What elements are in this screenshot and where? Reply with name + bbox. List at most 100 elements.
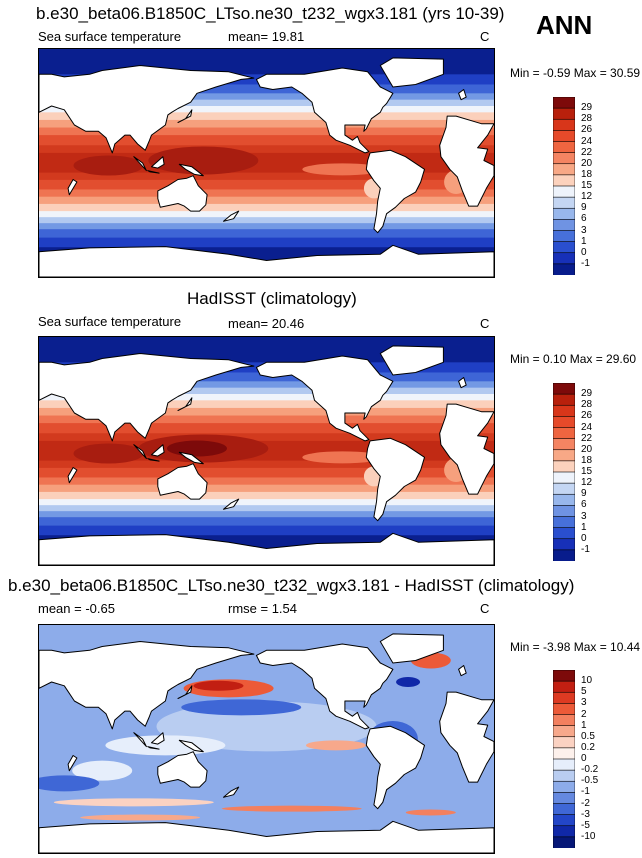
continent-outline: [39, 244, 494, 277]
colorbar-tick-label: 24: [581, 421, 593, 433]
colorbar-swatch: [553, 174, 575, 187]
panel-1-mean: mean= 19.81: [228, 29, 305, 44]
colorbar-tick-label: 28: [581, 113, 593, 125]
panel-1-title: b.e30_beta06.B1850C_LTso.ne30_t232_wgx3.…: [36, 4, 505, 23]
contour-band: [53, 798, 214, 807]
colorbar-tick-label: 29: [581, 102, 593, 114]
continent-outline: [39, 532, 494, 565]
continent-outline: [157, 175, 208, 212]
colorbar-swatch: [553, 471, 575, 484]
continent-outline: [178, 163, 204, 177]
colorbar-tick-label: 15: [581, 466, 593, 477]
continent-outline: [67, 755, 78, 772]
panel-2-mean: mean= 20.46: [228, 316, 305, 331]
colorbar-swatch: [553, 416, 575, 429]
colorbar-swatch: [553, 263, 575, 275]
colorbar-swatch: [553, 185, 575, 198]
panel-2-map: [38, 336, 495, 566]
colorbar-tick-label: 3: [581, 224, 587, 236]
colorbar-tick-label: 20: [581, 157, 593, 169]
colorbar-tick-label: 6: [581, 499, 587, 511]
colorbar-swatch: [553, 769, 575, 782]
continent-outline: [255, 643, 394, 730]
colorbar-swatch: [553, 538, 575, 551]
continent-outline: [379, 345, 444, 376]
contour-band: [396, 677, 421, 687]
contour-band: [193, 680, 244, 691]
colorbar-swatch: [553, 725, 575, 738]
contour-band: [73, 155, 144, 176]
colorbar-tick-label: 0: [581, 753, 587, 764]
contour-band: [302, 451, 383, 464]
continent-outline: [365, 149, 425, 234]
continent-outline: [177, 397, 193, 411]
panel-3-title: b.e30_beta06.B1850C_LTso.ne30_t232_wgx3.…: [8, 576, 575, 595]
panel-3-rmse: rmse = 1.54: [228, 601, 298, 616]
colorbar-swatch: [553, 516, 575, 529]
continent-outline: [458, 377, 467, 389]
colorbar-tick-label: -0.2: [581, 764, 599, 776]
continent-outline: [39, 641, 255, 730]
continent-outline: [151, 156, 165, 169]
colorbar-tick-label: 10: [581, 675, 593, 687]
colorbar-swatch: [553, 449, 575, 462]
continent-outline: [458, 665, 467, 677]
panel-3-mean: mean = -0.65: [38, 601, 115, 616]
colorbar-tick-label: 0: [581, 246, 587, 258]
colorbar-swatch: [553, 241, 575, 254]
colorbar-tick-label: -0.5: [581, 775, 599, 787]
colorbar-swatch: [553, 836, 575, 848]
colorbar-swatch: [553, 780, 575, 793]
colorbar-swatch: [553, 747, 575, 760]
colorbar-tick-label: -2: [581, 797, 590, 809]
colorbar-swatch: [553, 230, 575, 243]
continent-outline: [39, 353, 255, 442]
continent-outline: [379, 57, 444, 88]
colorbar-swatch: [553, 691, 575, 704]
colorbar-swatch: [553, 527, 575, 540]
continent-outline: [67, 467, 78, 484]
continent-outline: [439, 115, 494, 207]
panel-1-map: [38, 48, 495, 278]
continent-outline: [133, 156, 147, 172]
contour-band: [302, 163, 383, 176]
panel-2-units: C: [480, 316, 490, 331]
colorbar-swatch: [553, 825, 575, 838]
contour-band: [166, 440, 227, 457]
continent-outline: [379, 633, 444, 664]
colorbar-tick-label: 22: [581, 146, 593, 158]
panel-2-title: HadISST (climatology): [187, 289, 357, 308]
colorbar-swatch: [553, 714, 575, 727]
continent-outline: [255, 67, 394, 154]
continent-outline: [147, 170, 160, 174]
colorbar-swatch: [553, 404, 575, 417]
colorbar-swatch: [553, 703, 575, 716]
colorbar-tick-label: 1: [581, 235, 587, 247]
colorbar-tick-label: 0: [581, 532, 587, 544]
colorbar-swatch: [553, 107, 575, 120]
continent-outline: [133, 732, 147, 748]
contour-band: [306, 740, 367, 751]
continent-outline: [223, 786, 240, 798]
panel-3-units: C: [480, 601, 490, 616]
colorbar-swatch: [553, 736, 575, 749]
colorbar-swatch: [553, 758, 575, 771]
colorbar-tick-label: -1: [581, 257, 590, 269]
colorbar-tick-label: 20: [581, 443, 593, 455]
colorbar-tick-label: 9: [581, 488, 587, 500]
colorbar-tick-label: 26: [581, 124, 593, 136]
continent-outline: [439, 403, 494, 495]
panel-3-minmax: Min = -3.98 Max = 10.44: [510, 640, 641, 654]
contour-band: [39, 775, 100, 792]
colorbar-swatch: [553, 814, 575, 827]
panel-1-variable: Sea surface temperature: [38, 29, 182, 44]
continent-outline: [133, 444, 147, 460]
colorbar-swatch: [553, 118, 575, 131]
colorbar-tick-label: -1: [581, 786, 590, 798]
colorbar-tick-label: 1: [581, 719, 587, 731]
colorbar-tick-label: 12: [581, 191, 593, 203]
colorbar-tick-label: 22: [581, 432, 593, 444]
colorbar-swatch: [553, 670, 575, 682]
continent-outline: [255, 355, 394, 442]
colorbar-tick-label: 6: [581, 213, 587, 225]
